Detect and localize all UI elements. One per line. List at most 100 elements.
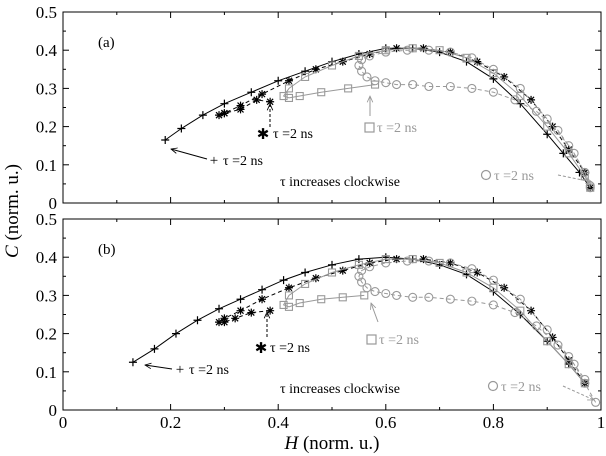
panel-b-annotation: τ increases clockwise [280,382,400,397]
panel-a-series-star-point [548,122,557,131]
panel-b-series-star-point [419,255,428,264]
panel-b-series-star-point [258,295,267,304]
panel-b-square-arrow [371,303,379,323]
panel-b-series-square-point [295,298,304,308]
panel-b-plus-label-marker: + [176,362,184,378]
panel-a-series-plus-point [247,88,256,97]
panel-a-series-square-point [301,72,310,81]
panel-b-series-plus-point [128,358,137,367]
panel-b-series-square-point [338,293,347,302]
panel-b-series-circle-point [488,300,498,310]
panel-b-x-tick-label: 0.6 [375,413,396,432]
panel-a-series-star-point [419,44,428,53]
panel-b-x-tick-label: 0.2 [160,413,181,432]
panel-a-series-circle-point [569,148,579,158]
panel-a-square-label-text: τ =2 ns [377,121,417,136]
panel-a-series-circle-point [392,80,402,90]
panel-a-series-plus-point [516,99,525,108]
panel-b-y-tick-label: 0.4 [36,248,58,267]
panel-a-series-circle-point [357,66,367,76]
panel-b-x-tick-label: 0 [59,413,68,432]
panel-a-series-circle-point [515,83,525,93]
panel-b-series-star-point [446,258,455,267]
panel-b-series-square [279,255,589,388]
panel-a-series-star-point [284,76,293,85]
panel-b-series-circle-point [445,258,455,268]
panel-b-square-label-text: τ =2 ns [379,333,419,348]
panel-a-series-circle-point [488,87,498,97]
panel-b-x-tick-label: 0.8 [483,413,504,432]
panel-a-series-square-point [279,91,288,101]
panel-a-y-tick-label: 0 [49,194,58,213]
panel-b-star-label-text: τ =2 ns [270,341,310,356]
panel-b-series-circle-point [510,308,520,318]
panel-b: 0 0.2 0.4 0.6 0.8 1 0 0.1 0.2 0.3 0.4 0.5 (b) + τ =… [36,210,606,432]
panel-b-series-square-point [284,291,294,300]
panel-a-series-plus-point [435,48,444,57]
panel-b-series-plus-point [236,295,245,304]
panel-a-series-square-point [284,84,294,93]
panel-b-series-circle-point [467,296,477,306]
panel-b-series-star-point [220,314,229,323]
panel-a-series-square-point [295,91,304,101]
panel-b-series [128,253,601,407]
panel-a-star-label-text: τ =2 ns [273,127,313,142]
panel-b-x-tick-label: 1 [597,413,606,432]
panel-b-series-star-point [311,274,320,283]
panel-a-series-circle-point [362,72,372,82]
panel-a-series-star-point [527,95,536,104]
panel-a-label: (a) [98,35,115,51]
panel-b-series-circle-point [424,292,434,302]
panel-b-series-circle-point [531,321,541,331]
panel-a-series-star-point [220,109,229,118]
panel-a-plus-label-text: τ =2 ns [223,154,263,169]
panel-b-series-circle-point [569,359,579,369]
panel-b-series-circle-point [365,262,375,272]
panel-a-series-square-point [408,44,417,53]
panel-b-series-square-point [284,302,294,311]
panel-a-tick-labels: 0 0.1 0.2 0.3 0.4 0.5 [36,3,58,213]
panel-b-plus-label: + τ =2 ns [145,362,229,378]
panel-b-series-square-point [543,337,552,346]
panel-a-series-star-point [215,111,224,120]
panel-a-series-circle-point [424,45,434,55]
panel-b-star-label-marker: ✱ [255,341,268,357]
panel-a-series-circle-point [542,114,552,124]
x-axis-title: H (norm. u.) [284,433,380,454]
panel-b-series-star-point [527,306,536,315]
panel-b-series-circle-point [542,325,552,335]
panel-a-star-label: ✱ τ =2 ns [257,104,313,143]
panel-b-series-square-point [435,258,444,267]
x-axis-title-text: H (norm. u.) [284,433,380,454]
panel-a-series-circle-point [381,47,391,57]
panel-a-series-star-point [311,65,320,74]
panel-a-plus-label: + τ =2 ns [171,149,263,169]
panel-b-series-plus-point [193,316,202,325]
panel-b-series-circle-point [488,275,498,285]
panel-b-series-star-point [284,283,293,292]
panel-a-series-star-point [236,101,245,110]
panel-a-square-label: τ =2 ns [364,96,417,136]
panel-b-circle-label: τ =2 ns [487,380,595,401]
panel-a-series-star-point [500,72,509,81]
panel-b-y-tick-label: 0.2 [36,325,57,344]
panel-b-square-label: τ =2 ns [366,303,419,348]
panel-b-series-square-point [381,255,390,264]
panel-a-plus-label-marker: + [210,153,218,169]
panel-a-series-square-point [435,46,444,55]
panel-b-series-circle-point [402,256,412,266]
panel-b-y-tick-label: 0.1 [36,363,57,382]
panel-a-ticks [62,11,602,204]
panel-b-series-square-point [301,279,310,288]
panel-b-series-circle-point [392,290,402,300]
panel-b-series-circle-point [467,264,477,274]
panel-a-star-label-marker: ✱ [257,127,270,143]
panel-b-tick-labels: 0 0.2 0.4 0.6 0.8 1 0 0.1 0.2 0.3 0.4 0.5 [36,210,606,432]
panel-a-series-circle-point [370,76,380,86]
panel-a-series-circle-point [467,53,477,63]
panel-a-series-circle-point [354,60,364,71]
panel-b-series-circle-point [381,258,391,268]
panel-a-series-star-point [392,44,401,53]
panel-b-series-square-point [408,255,417,264]
panel-b-series-circle-point [424,256,434,266]
